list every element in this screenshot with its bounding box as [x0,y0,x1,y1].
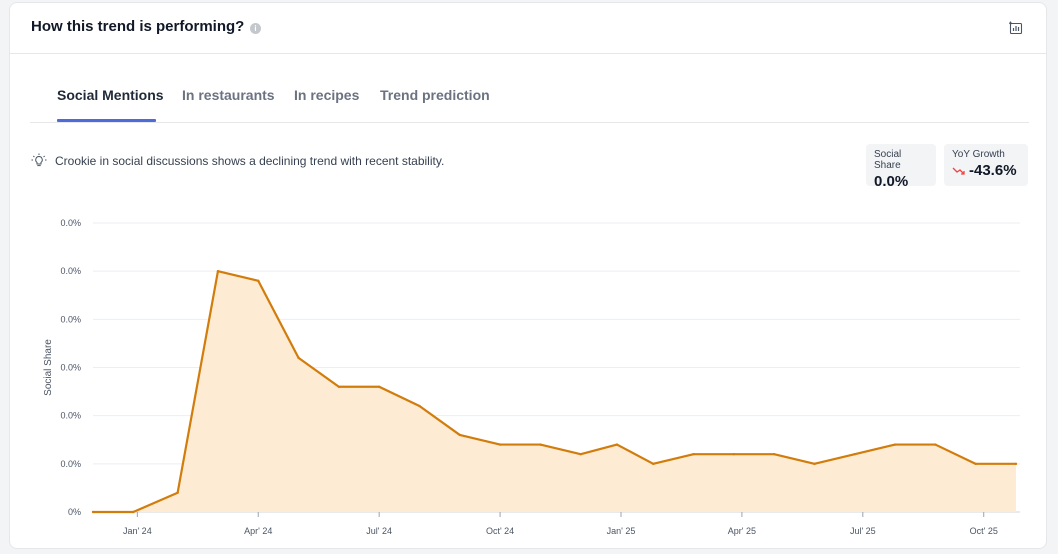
insight-text: Crookie in social discussions shows a de… [55,154,445,168]
data-point [615,443,619,446]
card-title: How this trend is performing? [31,18,245,35]
tab-in-recipes[interactable]: In recipes [294,87,360,103]
series-area [93,271,1016,512]
tab-social-mentions[interactable]: Social Mentions [57,87,164,103]
data-point [176,491,179,494]
y-tick-label: 0.0% [60,314,81,324]
data-point [337,385,341,388]
data-point [377,385,381,388]
active-tab-indicator [57,119,156,122]
download-chart-icon[interactable] [1008,20,1024,36]
data-point [974,462,977,466]
data-point [418,404,421,408]
data-point [539,443,542,446]
data-point [91,510,95,514]
y-tick-label: 0.0% [60,218,81,228]
y-tick-label: 0.0% [60,411,81,421]
social-share-stat: Social Share 0.0% [866,144,936,190]
data-point [1014,462,1018,466]
y-axis-label: Social Share [43,339,54,396]
y-tick-label: 0.0% [60,459,81,469]
data-point [132,510,135,514]
trend-down-icon [952,167,965,175]
trend-performance-card: How this trend is performing? i Social M… [9,2,1047,549]
y-tick-label: 0% [68,507,81,517]
x-tick-label: Jul' 25 [850,526,876,536]
data-point [498,443,502,446]
x-tick-label: Jan' 24 [123,526,152,536]
x-tick-label: Apr' 24 [244,526,272,536]
x-tick-label: Oct' 25 [970,526,998,536]
tab-bar: Social Mentions In restaurants In recipe… [30,77,1029,123]
x-tick-label: Oct' 24 [486,526,514,536]
social-share-value: 0.0% [874,173,909,190]
y-tick-label: 0.0% [60,363,81,373]
lightbulb-icon [31,153,47,167]
data-point [652,462,655,466]
data-point [579,453,582,456]
x-tick-label: Jul' 24 [366,526,392,536]
data-point [853,453,856,456]
data-point [893,443,897,446]
yoy-growth-label: YoY Growth [952,149,1005,160]
tab-in-restaurants[interactable]: In restaurants [182,87,275,103]
insight-row: Crookie in social discussions shows a de… [31,153,444,169]
data-point [257,279,260,282]
tab-trend-prediction[interactable]: Trend prediction [380,87,490,103]
data-point [297,356,300,360]
yoy-growth-value: -43.6% [969,162,1017,179]
social-share-label: Social Share [874,149,902,171]
yoy-growth-stat: YoY Growth -43.6% [944,144,1028,186]
data-point [732,453,736,456]
data-point [772,453,776,456]
y-tick-label: 0.0% [60,266,81,276]
x-tick-label: Jan' 25 [607,526,636,536]
data-point [216,269,220,273]
data-point [813,462,816,466]
data-point [458,433,461,437]
x-tick-label: Apr' 25 [728,526,756,536]
series-line [93,270,1016,514]
social-share-chart: 0.0% 0.0% 0.0% 0.0% 0.0% 0.0% 0% Jan' 24 Apr' 24… [43,218,1020,536]
info-icon[interactable]: i [250,23,261,34]
card-header: How this trend is performing? i [10,3,1046,54]
data-point [692,453,695,456]
data-point [934,443,937,446]
